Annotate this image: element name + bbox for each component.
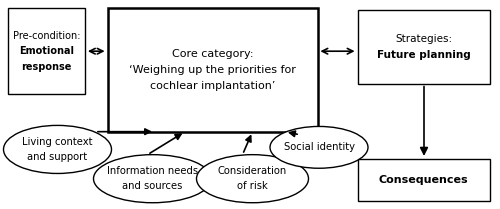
Ellipse shape	[196, 155, 308, 203]
FancyBboxPatch shape	[358, 10, 490, 84]
FancyBboxPatch shape	[358, 159, 490, 201]
Text: Consequences: Consequences	[379, 175, 468, 185]
Text: Future planning: Future planning	[377, 50, 470, 60]
Text: and support: and support	[28, 152, 88, 162]
Text: Pre-condition:: Pre-condition:	[12, 31, 80, 41]
Text: Living context: Living context	[22, 137, 93, 147]
Text: and sources: and sources	[122, 181, 182, 191]
FancyBboxPatch shape	[108, 8, 318, 132]
Text: of risk: of risk	[237, 181, 268, 191]
Text: Information needs: Information needs	[107, 166, 198, 176]
Text: cochlear implantation’: cochlear implantation’	[150, 81, 275, 91]
Ellipse shape	[270, 126, 368, 168]
Ellipse shape	[94, 155, 212, 203]
Text: ‘Weighing up the priorities for: ‘Weighing up the priorities for	[129, 65, 296, 75]
Ellipse shape	[4, 125, 112, 173]
FancyBboxPatch shape	[8, 8, 85, 94]
Text: Strategies:: Strategies:	[395, 34, 452, 44]
Text: Emotional: Emotional	[19, 46, 74, 56]
Text: Core category:: Core category:	[172, 49, 254, 59]
Text: Consideration: Consideration	[218, 166, 287, 176]
Text: response: response	[21, 62, 71, 72]
Text: Social identity: Social identity	[284, 142, 354, 152]
